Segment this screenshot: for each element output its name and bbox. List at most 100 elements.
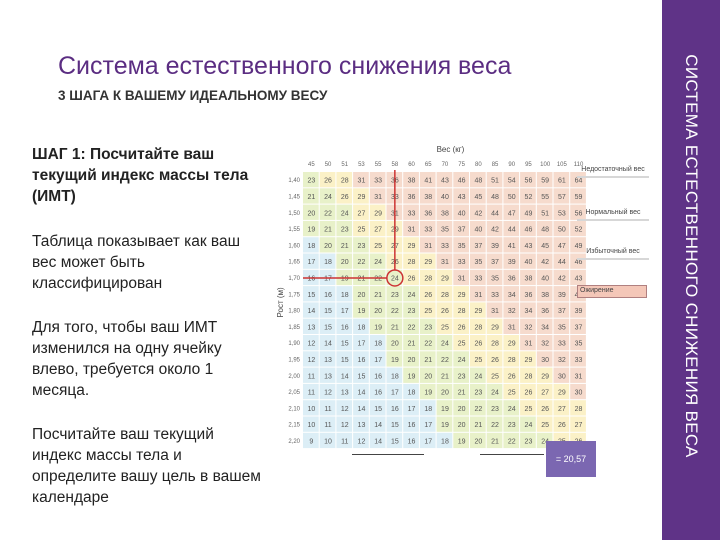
- bmi-cell: [436, 400, 453, 416]
- bmi-cell-value: 13: [358, 422, 366, 429]
- bmi-cell-value: 32: [508, 308, 516, 315]
- bmi-cell-value: 42: [491, 227, 499, 234]
- bmi-cell: [570, 367, 586, 383]
- bmi-cell: [319, 204, 336, 220]
- bmi-cell: [319, 432, 336, 449]
- bmi-cell-value: 36: [424, 210, 432, 217]
- bmi-cell-value: 28: [491, 341, 499, 348]
- bmi-cell: [436, 318, 453, 334]
- bmi-cell-value: 21: [341, 243, 349, 250]
- bmi-cell: [453, 204, 469, 220]
- bmi-cell-value: 45: [541, 243, 549, 250]
- bmi-cell: [536, 204, 553, 220]
- bmi-cell-value: 14: [358, 406, 366, 413]
- bmi-cell-value: 48: [474, 178, 482, 185]
- bmi-cell-value: 21: [474, 422, 482, 429]
- bmi-cell-value: 23: [358, 243, 366, 250]
- weight-tick: 105: [557, 162, 568, 168]
- bmi-cell: [353, 172, 369, 188]
- bmi-cell-value: 26: [474, 341, 482, 348]
- bmi-cell-value: 20: [358, 292, 366, 299]
- weight-tick: 45: [308, 162, 315, 168]
- bmi-cell-value: 28: [441, 292, 449, 299]
- bmi-cell-value: 21: [358, 275, 366, 282]
- bmi-cell: [536, 220, 553, 237]
- bmi-cell: [369, 204, 386, 220]
- bmi-cell-value: 15: [341, 357, 349, 364]
- bmi-cell: [520, 286, 536, 302]
- bmi-cell: [353, 188, 369, 204]
- bmi-cell: [303, 383, 319, 400]
- bmi-cell-value: 15: [324, 324, 332, 331]
- bmi-cell: [369, 416, 386, 432]
- bmi-cell: [436, 237, 453, 253]
- bmi-cell: [419, 335, 436, 351]
- bmi-cell-value: 29: [408, 243, 416, 250]
- bmi-cell: [570, 172, 586, 188]
- bmi-cell: [336, 204, 353, 220]
- bmi-cell: [369, 172, 386, 188]
- bmi-cell: [369, 367, 386, 383]
- bmi-cell-value: 24: [508, 406, 516, 413]
- bmi-cell-value: 24: [441, 341, 449, 348]
- bmi-cell-value: 29: [458, 292, 466, 299]
- bmi-cell: [470, 351, 486, 367]
- bmi-cell-value: 14: [374, 422, 382, 429]
- bmi-cell: [503, 416, 520, 432]
- bmi-cell-value: 10: [307, 422, 315, 429]
- bmi-cell: [453, 367, 469, 383]
- bmi-cell: [470, 269, 486, 286]
- bmi-cell-value: 51: [541, 210, 549, 217]
- bmi-cell: [336, 416, 353, 432]
- bmi-cell-value: 56: [575, 210, 583, 217]
- bmi-cell-value: 55: [541, 194, 549, 201]
- bmi-cell: [386, 302, 403, 318]
- bmi-cell: [453, 416, 469, 432]
- bmi-cell-value: 33: [424, 227, 432, 234]
- bmi-cell-value: 33: [575, 357, 583, 364]
- bmi-cell: [503, 383, 520, 400]
- blank-height-line: [480, 454, 544, 455]
- bmi-cell-value: 14: [341, 373, 349, 380]
- bmi-cell-value: 31: [508, 324, 516, 331]
- bmi-cell-value: 22: [374, 275, 382, 282]
- bmi-cell: [570, 237, 586, 253]
- bmi-cell: [419, 400, 436, 416]
- bmi-cell: [336, 432, 353, 449]
- bmi-cell: [369, 253, 386, 269]
- bmi-cell-value: 23: [408, 308, 416, 315]
- bmi-cell: [319, 400, 336, 416]
- bmi-cell: [503, 286, 520, 302]
- bmi-cell: [553, 416, 570, 432]
- bmi-cell-value: 12: [341, 406, 349, 413]
- bmi-cell-value: 34: [525, 308, 533, 315]
- bmi-cell: [386, 383, 403, 400]
- bmi-cell-value: 29: [474, 308, 482, 315]
- bmi-cell-value: 29: [374, 210, 382, 217]
- bmi-cell-value: 16: [408, 422, 416, 429]
- bmi-cell: [520, 188, 536, 204]
- bmi-cell-value: 12: [307, 357, 315, 364]
- bmi-cell: [503, 172, 520, 188]
- bmi-cell: [369, 335, 386, 351]
- bmi-cell-value: 13: [341, 390, 349, 397]
- bmi-cell-value: 20: [458, 406, 466, 413]
- bmi-cell-value: 26: [341, 194, 349, 201]
- bmi-cell: [303, 432, 319, 449]
- bmi-cell-value: 14: [324, 341, 332, 348]
- bmi-cell-value: 21: [324, 227, 332, 234]
- height-tick: 1,70: [288, 276, 300, 282]
- bmi-cell: [336, 318, 353, 334]
- bmi-cell-value: 35: [491, 275, 499, 282]
- bmi-cell: [436, 172, 453, 188]
- bmi-cell-value: 31: [458, 275, 466, 282]
- bmi-cell-value: 37: [474, 243, 482, 250]
- bmi-cell-value: 11: [324, 406, 331, 413]
- weight-tick: 53: [358, 162, 365, 168]
- bmi-cell: [453, 432, 469, 449]
- page-subtitle: 3 ШАГА К ВАШЕМУ ИДЕАЛЬНОМУ ВЕСУ: [58, 88, 328, 103]
- bmi-cell-value: 12: [324, 390, 332, 397]
- bmi-cell-value: 23: [307, 178, 315, 185]
- bmi-cell: [503, 318, 520, 334]
- bmi-cell-value: 23: [474, 390, 482, 397]
